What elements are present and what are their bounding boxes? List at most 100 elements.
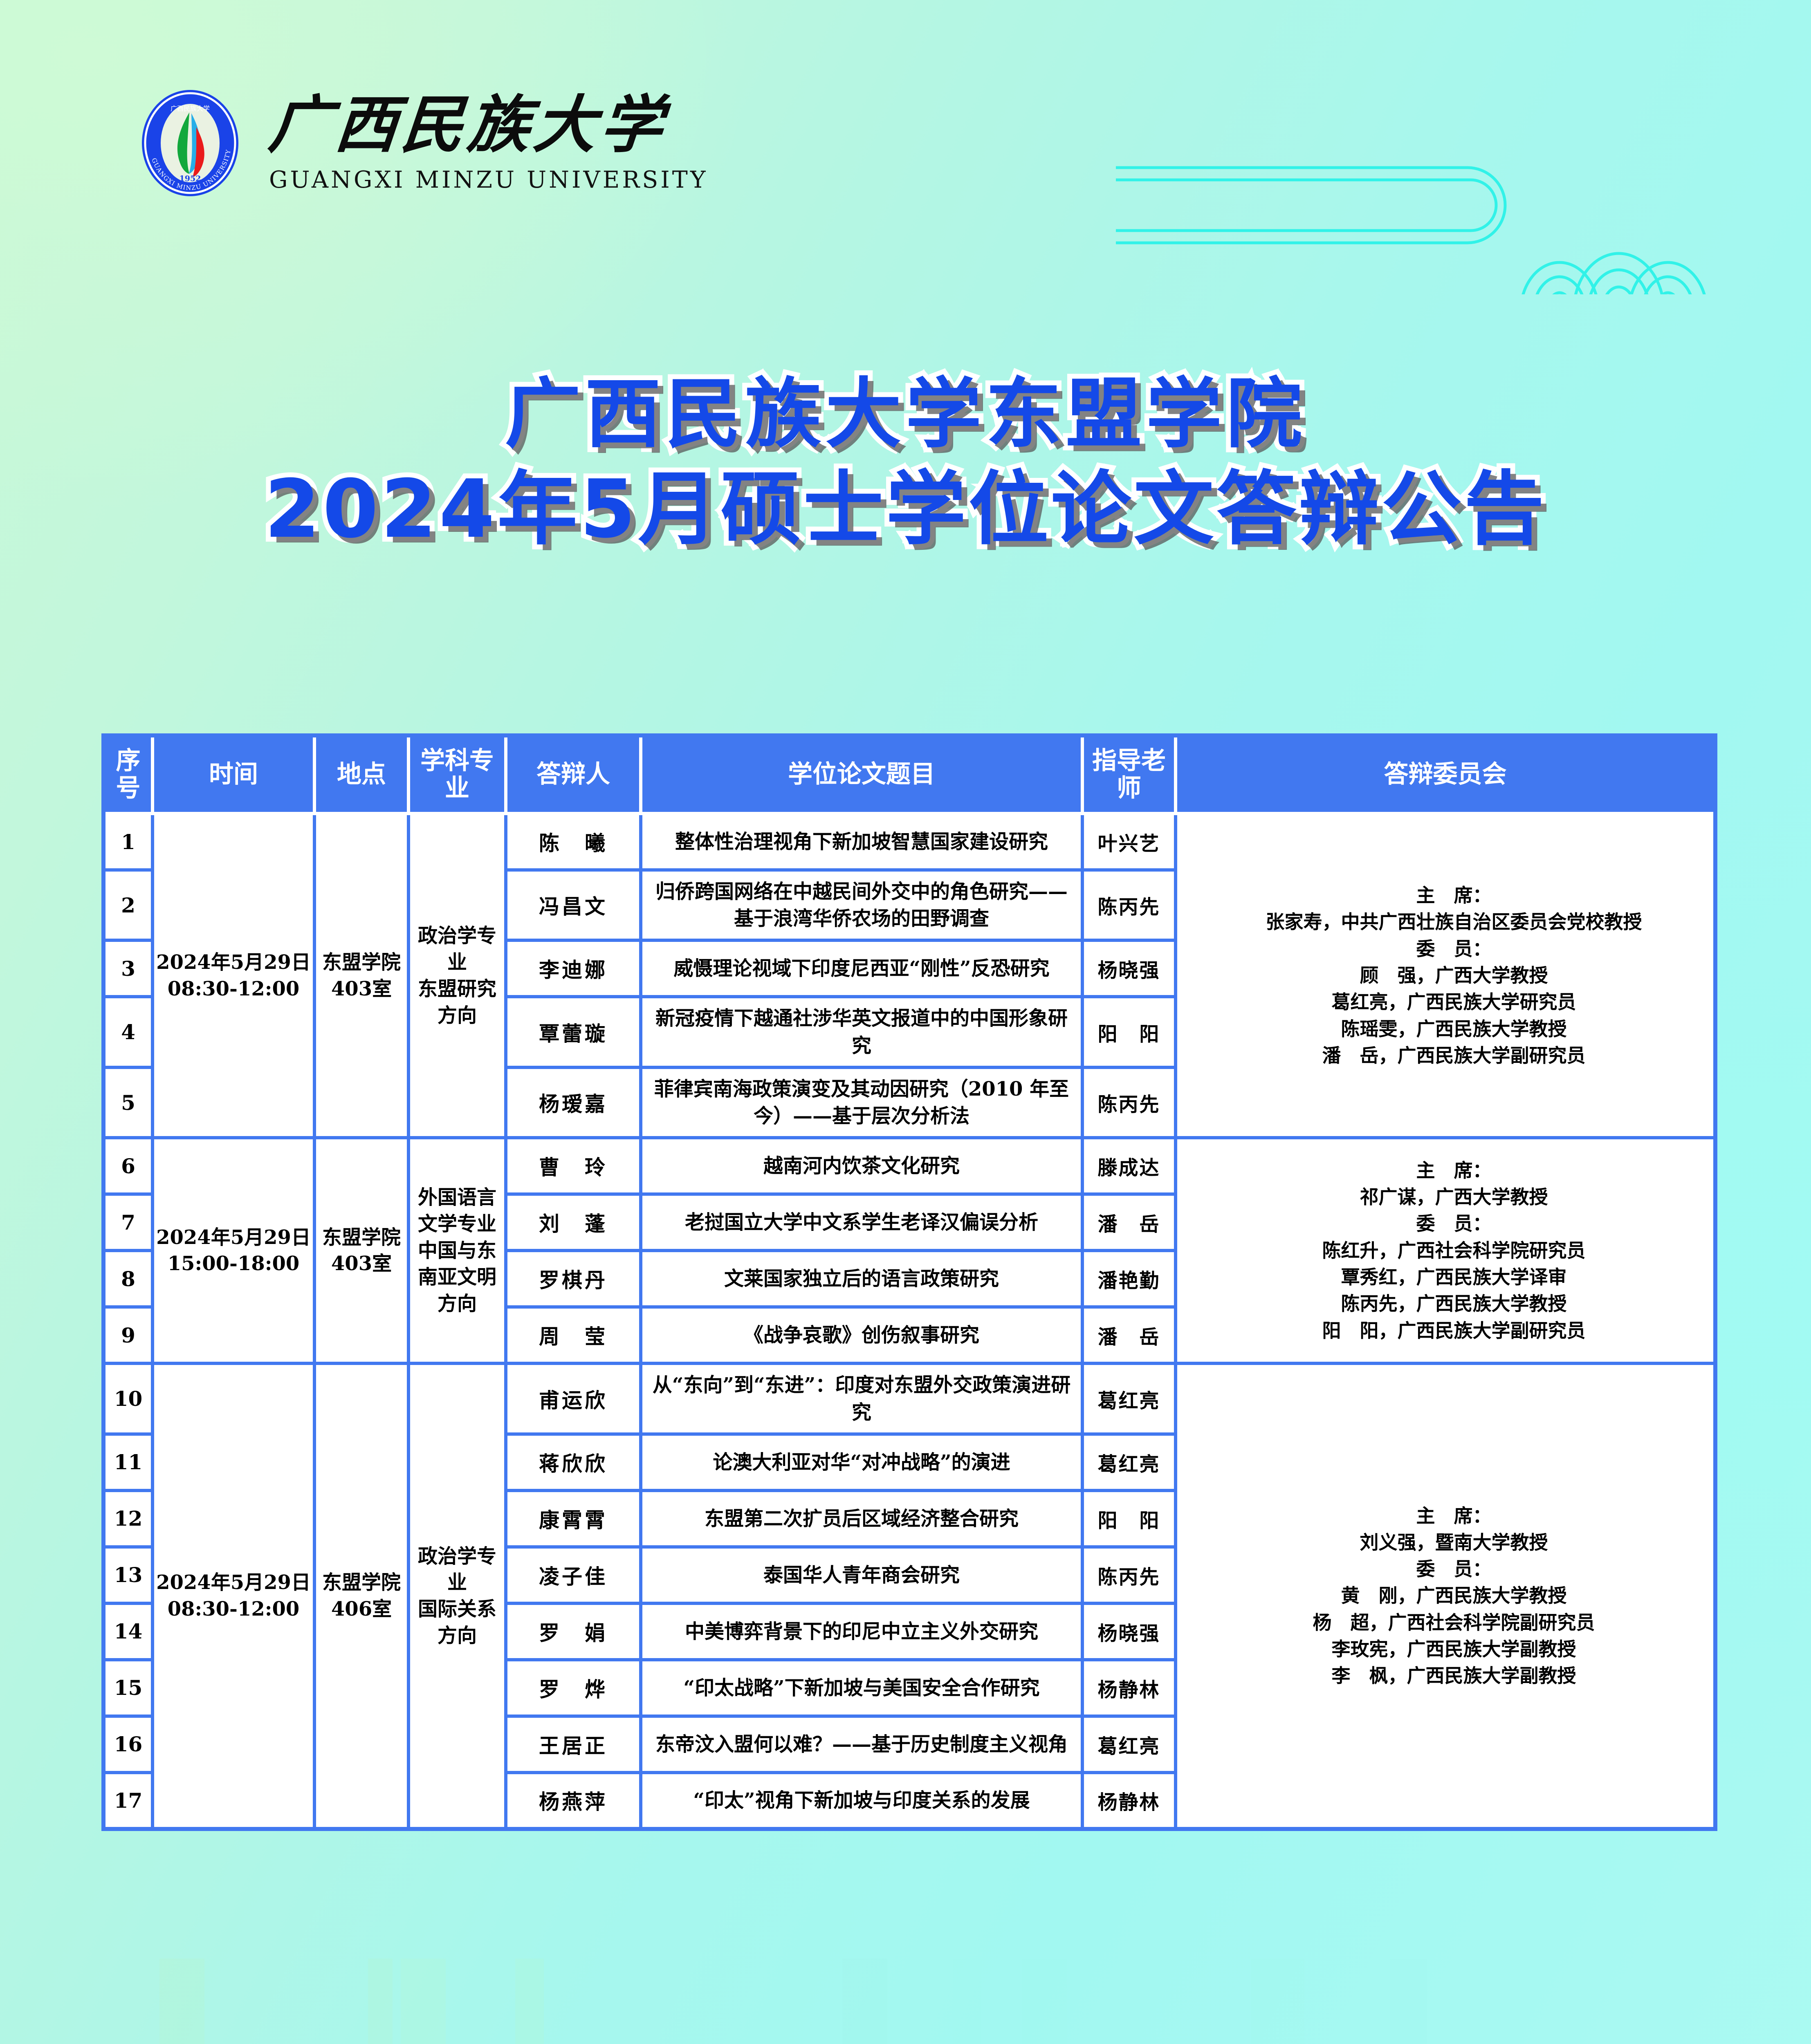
cell-thesis: “印太”视角下新加坡与印度关系的发展 [639,1771,1084,1831]
cell-advisor: 阳 阳 [1081,1488,1177,1549]
table-row: 15 罗 烨 “印太战略”下新加坡与美国安全合作研究 杨静林 [102,1658,1715,1718]
cell-defender: 覃蕾璇 [504,995,642,1069]
cell-defender: 杨瑷嘉 [504,1065,642,1140]
cell-no: 15 [102,1658,154,1718]
cell-major: 政治学专业 东盟研究 方向 [407,811,507,1140]
cell-no: 14 [102,1601,154,1661]
header-committee: 答辩委员会 [1174,734,1717,815]
cell-place: 东盟学院 403室 [313,1136,410,1365]
cell-no: 6 [102,1136,154,1196]
logo-english-name: GUANGXI MINZU UNIVERSITY [269,166,708,193]
decorative-waves [159,1959,1427,2044]
table-row: 8 罗棋丹 文莱国家独立后的语言政策研究 潘艳勤 [102,1249,1715,1309]
cell-no: 1 [102,812,154,872]
cell-no: 8 [102,1249,154,1309]
header-major: 学科专业 [407,734,507,815]
cell-thesis: 中美博弈背景下的印尼中立主义外交研究 [639,1601,1084,1661]
cell-no: 13 [102,1545,154,1605]
table-row: 2 冯昌文 归侨跨国网络在中越民间外交中的角色研究——基于浪湾华侨农场的田野调查 陈丙… [102,868,1715,942]
cell-thesis: 老挝国立大学中文系学生老译汉偏误分析 [639,1192,1084,1253]
cell-thesis: 泰国华人青年商会研究 [639,1545,1084,1605]
cell-advisor: 葛红亮 [1081,1714,1177,1774]
cell-defender: 刘 蓬 [504,1192,642,1253]
cell-committee: 主 席： 祁广谋，广西大学教授 委 员： 陈红升，广西社会科学院研究员 覃秀红，… [1174,1136,1717,1365]
cell-no: 5 [102,1065,154,1140]
cell-advisor: 陈丙先 [1081,1065,1177,1140]
cell-thesis: 论澳大利亚对华“对冲战略”的演进 [639,1432,1084,1492]
cell-time: 2024年5月29日 08:30-12:00 [151,1362,316,1831]
table-row: 16 王居正 东帝汶入盟何以难？——基于历史制度主义视角 葛红亮 [102,1714,1715,1774]
cell-thesis: 新冠疫情下越通社涉华英文报道中的中国形象研究 [639,995,1084,1069]
table-row: 10 2024年5月29日 08:30-12:00 东盟学院 406室 政治学专业 国… [102,1362,1717,1831]
cell-defender: 王居正 [504,1714,642,1774]
page-title: 广西民族大学东盟学院 2024年5月硕士学位论文答辩公告 [0,365,1811,561]
cell-advisor: 阳 阳 [1081,995,1177,1069]
cell-advisor: 杨晓强 [1081,1601,1177,1661]
cell-advisor: 葛红亮 [1081,1432,1177,1492]
header-time: 时间 [151,734,316,815]
cell-place: 东盟学院 406室 [313,1362,410,1831]
svg-text:1952: 1952 [180,174,201,183]
cell-defender: 周 莹 [504,1305,642,1365]
cell-no: 10 [102,1362,154,1436]
cell-advisor: 杨静林 [1081,1771,1177,1831]
cell-defender: 蒋欣欣 [504,1432,642,1492]
defense-schedule-table-wrapper: 序号 时间 地点 学科专业 答辩人 学位论文题目 指导老师 答辩委员会 1 202… [101,733,1717,1831]
cell-defender: 凌子佳 [504,1545,642,1605]
cell-time: 2024年5月29日 08:30-12:00 [151,811,316,1140]
cell-thesis: 整体性治理视角下新加坡智慧国家建设研究 [639,812,1084,872]
cell-no: 17 [102,1771,154,1831]
cell-no: 9 [102,1305,154,1365]
cell-defender: 曹 玲 [504,1136,642,1196]
header-no: 序号 [102,734,154,815]
cell-advisor: 葛红亮 [1081,1362,1177,1436]
cell-thesis: 从“东向”到“东进”：印度对东盟外交政策演进研究 [639,1362,1084,1436]
cell-no: 4 [102,995,154,1069]
cell-place: 东盟学院 403室 [313,811,410,1140]
cell-committee: 主 席： 张家寿，中共广西壮族自治区委员会党校教授 委 员： 顾 强，广西大学教… [1174,811,1717,1140]
cell-defender: 罗棋丹 [504,1249,642,1309]
cell-advisor: 叶兴艺 [1081,812,1177,872]
table-row: 11 蒋欣欣 论澳大利亚对华“对冲战略”的演进 葛红亮 [102,1432,1715,1492]
cell-thesis: 威慑理论视域下印度尼西亚“刚性”反恐研究 [639,939,1084,999]
table-row: 9 周 莹《战争哀歌》创伤叙事研究潘 岳 [102,1305,1715,1365]
table-row: 4 覃蕾璇 新冠疫情下越通社涉华英文报道中的中国形象研究阳 阳 [102,995,1715,1069]
table-row: 13 凌子佳 泰国华人青年商会研究 陈丙先 [102,1545,1715,1605]
table-row: 12 康霄霄 东盟第二次扩员后区域经济整合研究阳 阳 [102,1488,1715,1549]
university-logo: 1952 广西民族大学 GUANGXI MINZU UNIVERSITY 广西民… [135,88,708,198]
cell-no: 2 [102,868,154,942]
cell-no: 16 [102,1714,154,1774]
cell-thesis: 归侨跨国网络在中越民间外交中的角色研究——基于浪湾华侨农场的田野调查 [639,868,1084,942]
cell-thesis: “印太战略”下新加坡与美国安全合作研究 [639,1658,1084,1718]
cell-no: 7 [102,1192,154,1253]
table-row: 17 杨燕萍 “印太”视角下新加坡与印度关系的发展 杨静林 [102,1771,1715,1831]
cell-defender: 罗 烨 [504,1658,642,1718]
cell-thesis: 文莱国家独立后的语言政策研究 [639,1249,1084,1309]
cell-thesis: 东帝汶入盟何以难？——基于历史制度主义视角 [639,1714,1084,1774]
header-thesis: 学位论文题目 [639,734,1084,815]
cell-defender: 陈 曦 [504,812,642,872]
header-place: 地点 [313,734,410,815]
cell-advisor: 滕成达 [1081,1136,1177,1196]
table-row: 5 杨瑷嘉 菲律宾南海政策演变及其动因研究（2010 年至今）——基于层次分析法 陈丙… [102,1065,1715,1140]
cell-major: 外国语言 文学专业 中国与东 南亚文明 方向 [407,1136,507,1365]
logo-chinese-name: 广西民族大学 [266,88,670,161]
cell-advisor: 陈丙先 [1081,868,1177,942]
svg-text:广西民族大学: 广西民族大学 [171,105,210,112]
title-line-2: 2024年5月硕士学位论文答辩公告 [260,458,1549,561]
cell-major: 政治学专业 国际关系 方向 [407,1362,507,1831]
table-header-row: 序号 时间 地点 学科专业 答辩人 学位论文题目 指导老师 答辩委员会 [102,734,1717,815]
cell-thesis: 东盟第二次扩员后区域经济整合研究 [639,1488,1084,1549]
cell-committee: 主 席： 刘义强，暨南大学教授 委 员： 黄 刚，广西民族大学教授 杨 超，广西… [1174,1362,1717,1831]
table-row: 14 罗 娟中美博弈背景下的印尼中立主义外交研究 杨晓强 [102,1601,1715,1661]
cell-advisor: 潘艳勤 [1081,1249,1177,1309]
table-row: 7 刘 蓬老挝国立大学中文系学生老译汉偏误分析潘 岳 [102,1192,1715,1253]
title-line-1: 广西民族大学东盟学院 [500,365,1307,463]
cell-thesis: 越南河内饮茶文化研究 [639,1136,1084,1196]
header-advisor: 指导老师 [1081,734,1177,815]
cell-thesis: 《战争哀歌》创伤叙事研究 [639,1305,1084,1365]
cell-advisor: 杨静林 [1081,1658,1177,1718]
cell-thesis: 菲律宾南海政策演变及其动因研究（2010 年至今）——基于层次分析法 [639,1065,1084,1140]
cell-advisor: 潘 岳 [1081,1305,1177,1365]
header-defender: 答辩人 [504,734,642,815]
